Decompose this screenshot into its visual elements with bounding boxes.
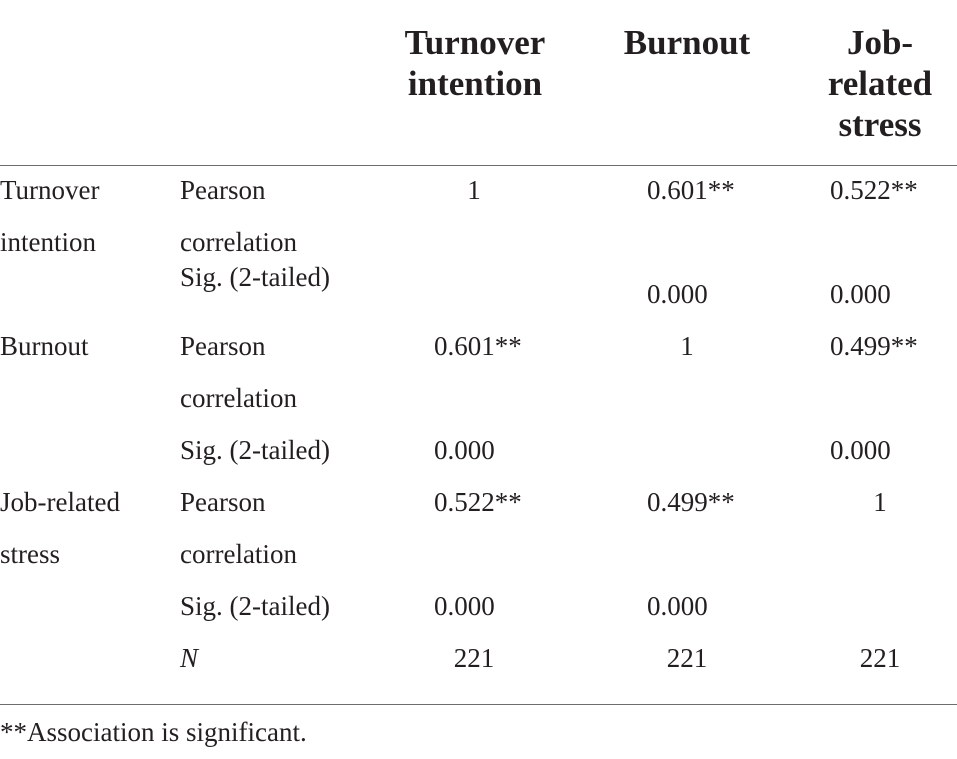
row-label-turnover-intention-line2: intention xyxy=(0,227,96,257)
stat-label-pearson: Pearson xyxy=(180,487,266,517)
pearson-turnover-burnout: 0.601** xyxy=(647,175,735,205)
stat-label-pearson: correlation xyxy=(180,383,297,413)
pearson-burnout-burnout: 1 xyxy=(680,331,694,361)
n-turnover: 221 xyxy=(453,643,495,673)
sig-stress-burnout: 0.000 xyxy=(647,591,708,621)
pearson-burnout-stress: 0.499** xyxy=(830,331,918,361)
n-stress: 221 xyxy=(859,643,901,673)
stat-label-sig: Sig. (2-tailed) xyxy=(180,262,330,292)
pearson-turnover-turnover: 1 xyxy=(467,175,481,205)
pearson-stress-stress: 1 xyxy=(873,487,887,517)
header-line: Job- xyxy=(846,23,914,62)
header-rule xyxy=(0,165,957,166)
sig-burnout-stress: 0.000 xyxy=(830,435,891,465)
row-label-burnout: Burnout xyxy=(0,331,89,361)
row-label-turnover-intention-line1: Turnover xyxy=(0,175,100,205)
table-footnote: **Association is significant. xyxy=(0,717,307,747)
stat-label-pearson: correlation xyxy=(180,539,297,569)
stat-label-sig: Sig. (2-tailed) xyxy=(180,591,330,621)
sig-burnout-turnover: 0.000 xyxy=(434,435,495,465)
stat-label-pearson: correlation xyxy=(180,227,297,257)
pearson-stress-turnover: 0.522** xyxy=(434,487,522,517)
sig-turnover-stress: 0.000 xyxy=(830,279,891,309)
column-header-job-related-stress: Job- related stress xyxy=(800,22,957,145)
header-line: Burnout xyxy=(623,23,751,62)
pearson-burnout-turnover: 0.601** xyxy=(434,331,522,361)
column-header-burnout: Burnout xyxy=(597,22,777,63)
header-line: Turnover xyxy=(404,23,546,62)
pearson-stress-burnout: 0.499** xyxy=(647,487,735,517)
stat-label-n: N xyxy=(180,643,199,673)
row-label-job-related-stress-line1: Job-related xyxy=(0,487,120,517)
header-line: intention xyxy=(407,64,543,103)
stat-label-pearson: Pearson xyxy=(180,331,266,361)
sig-turnover-burnout: 0.000 xyxy=(647,279,708,309)
header-line: related xyxy=(827,64,933,103)
sig-stress-turnover: 0.000 xyxy=(434,591,495,621)
stat-label-pearson: Pearson xyxy=(180,175,266,205)
stat-label-sig: Sig. (2-tailed) xyxy=(180,435,330,465)
pearson-turnover-stress: 0.522** xyxy=(830,175,918,205)
column-header-turnover-intention: Turnover intention xyxy=(380,22,570,104)
header-line: stress xyxy=(838,105,922,144)
n-burnout: 221 xyxy=(666,643,708,673)
row-label-job-related-stress-line2: stress xyxy=(0,539,60,569)
bottom-rule xyxy=(0,704,957,705)
